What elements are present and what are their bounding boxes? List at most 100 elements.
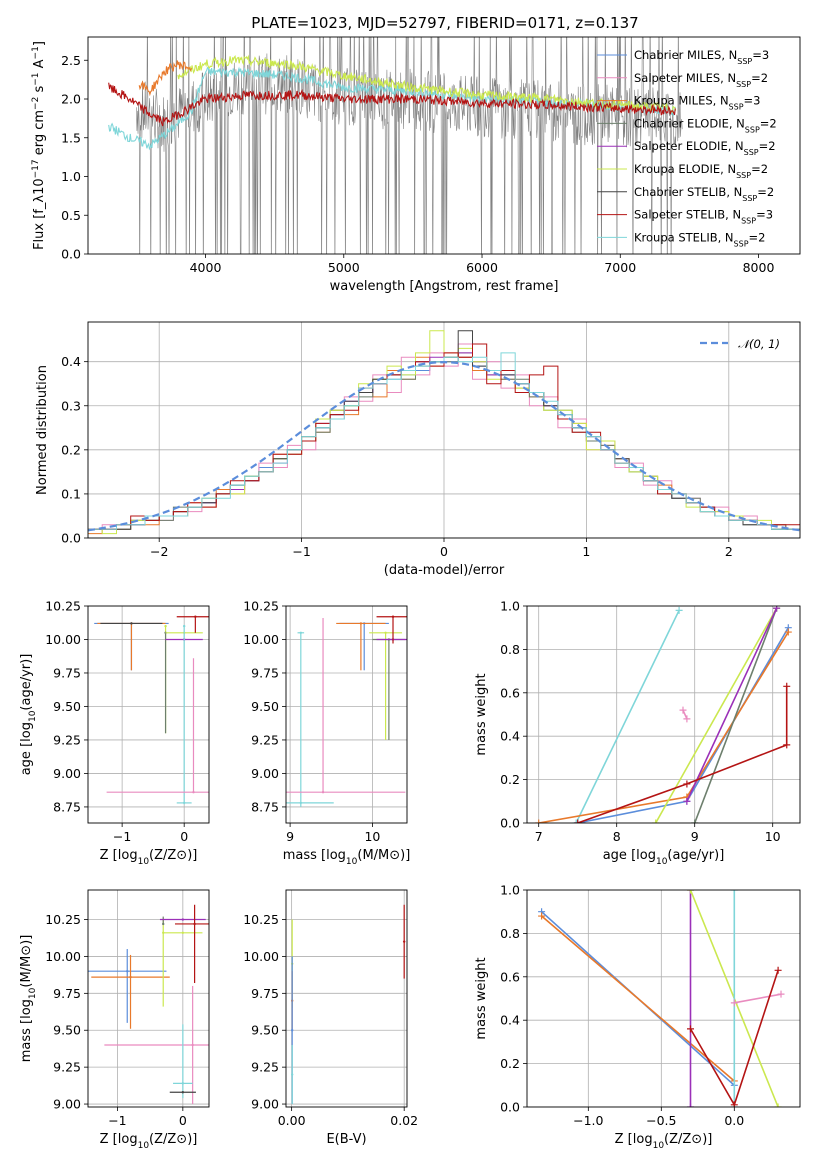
legend-entry: Kroupa ELODIE, NSSP=2 xyxy=(634,162,768,180)
x-tick-label: 0 xyxy=(440,544,448,559)
data-point xyxy=(299,631,303,634)
series-line xyxy=(577,627,789,823)
y-tick-label: 10.25 xyxy=(45,912,81,927)
errorbar-point xyxy=(174,904,209,983)
y-tick-label: 1.5 xyxy=(61,130,81,145)
data-point xyxy=(191,1043,194,1047)
x-tick-label: 0.02 xyxy=(390,1113,418,1128)
x-tick-label: 0.0 xyxy=(724,1113,744,1128)
x-tick-label: 8 xyxy=(613,829,621,844)
errorbar-point xyxy=(91,954,170,1029)
y-axis-label: mass [log10(M/M⊙)] xyxy=(19,935,38,1063)
errorbar-point xyxy=(162,916,165,926)
data-marker xyxy=(691,819,699,823)
spectrum-model-line xyxy=(138,60,192,97)
y-tick-label: 10.00 xyxy=(45,949,81,964)
axes-frame xyxy=(285,605,408,824)
data-point xyxy=(181,1091,185,1094)
errorbar-point xyxy=(169,1091,196,1094)
y-tick-label: 0.4 xyxy=(500,729,520,744)
axes-frame xyxy=(87,321,801,539)
errorbar-point xyxy=(88,949,167,1023)
x-tick-label: −1 xyxy=(113,829,131,844)
data-marker xyxy=(730,890,738,894)
data-marker xyxy=(687,1025,695,1033)
data-point xyxy=(181,918,185,921)
legend-entry: Kroupa MILES, NSSP=3 xyxy=(634,94,760,112)
data-point xyxy=(290,1073,294,1076)
data-marker xyxy=(783,682,791,690)
errorbar-point xyxy=(372,638,406,740)
series-line xyxy=(575,609,680,823)
data-point xyxy=(384,631,387,634)
errorbar-point xyxy=(173,1024,193,1099)
y-tick-label: 0.4 xyxy=(61,354,81,369)
y-tick-label: 1.0 xyxy=(61,169,81,184)
spectrum-data-line xyxy=(136,37,683,254)
errorbar-point xyxy=(286,801,334,805)
mass-vs-ebv-plot-area xyxy=(286,890,407,1107)
residuals-panel: −2 −1 0 1 2 0.0 0.1 0.2 0.3 0.4 (data-model)/error… xyxy=(35,321,801,578)
x-tick-label: 7 xyxy=(535,829,543,844)
y-tick-label: 0.0 xyxy=(500,1100,520,1115)
x-axis-label: mass [log10(M/M⊙)] xyxy=(283,848,411,867)
data-marker xyxy=(783,741,791,749)
data-point xyxy=(182,624,186,628)
errorbar-point xyxy=(402,904,406,979)
y-tick-label: 10.25 xyxy=(45,599,81,614)
data-marker xyxy=(774,1103,782,1107)
normal-curve xyxy=(88,360,800,532)
legend-entry: Kroupa STELIB, NSSP=2 xyxy=(634,230,765,248)
mass-vs-z-plot-area xyxy=(88,890,209,1107)
data-marker xyxy=(773,606,781,612)
legend-entry: Salpeter ELODIE, NSSP=2 xyxy=(634,139,776,157)
legend-entry: 𝒩(0, 1) xyxy=(738,337,780,351)
errorbar-point xyxy=(106,658,209,794)
data-marker xyxy=(679,706,687,714)
errorbar-point xyxy=(100,622,163,625)
y-tick-label: 0.2 xyxy=(61,442,81,457)
y-tick-label: 9.75 xyxy=(53,986,81,1001)
y-tick-label: 8.75 xyxy=(251,799,279,814)
y-tick-label: 0.2 xyxy=(500,1056,520,1071)
y-axis-label: Normed distribution xyxy=(35,365,50,495)
x-axis-label: Z [log10(Z/Z⊙)] xyxy=(100,1132,198,1151)
data-marker xyxy=(675,606,683,614)
spectrum-model-line xyxy=(177,54,677,113)
y-tick-label: 9.00 xyxy=(53,1097,81,1112)
data-marker xyxy=(535,819,543,823)
x-tick-label: −1 xyxy=(292,544,310,559)
errorbar-point xyxy=(164,631,167,734)
errorbar-point xyxy=(182,624,186,805)
y-tick-label: 0.6 xyxy=(500,969,520,984)
series-line xyxy=(693,607,778,823)
x-tick-label: 1 xyxy=(582,544,590,559)
y-tick-label: 9.25 xyxy=(53,732,81,747)
y-tick-label: 0.1 xyxy=(61,486,81,501)
y-tick-label: 9.50 xyxy=(251,1023,279,1038)
errorbar-point xyxy=(176,615,209,633)
y-tick-label: 0.3 xyxy=(61,398,81,413)
data-marker xyxy=(687,1103,695,1107)
y-tick-label: 0.0 xyxy=(61,531,81,546)
errorbar-point xyxy=(163,931,203,935)
histogram-step xyxy=(88,352,800,538)
data-point xyxy=(359,622,363,625)
data-point xyxy=(182,801,186,805)
errorbar-point xyxy=(369,631,403,740)
data-marker xyxy=(777,990,785,998)
mass-vs-ebv-panel: 0.00 0.02 9.00 9.25 9.50 9.75 10.00 10.25 E(B-V) xyxy=(243,889,418,1147)
data-point xyxy=(181,931,185,935)
y-tick-label: 0.2 xyxy=(500,772,520,787)
y-tick-label: 9.25 xyxy=(53,1060,81,1075)
x-tick-label: 10 xyxy=(364,829,380,844)
data-marker xyxy=(652,819,660,823)
y-tick-label: 0.4 xyxy=(500,1013,520,1028)
data-marker xyxy=(730,1101,738,1107)
x-tick-label: 2 xyxy=(725,544,733,559)
x-tick-label: −1 xyxy=(108,1113,126,1128)
data-marker xyxy=(572,819,580,823)
y-tick-label: 10.25 xyxy=(243,912,279,927)
data-point xyxy=(194,615,197,618)
y-tick-label: 0.0 xyxy=(61,247,81,262)
